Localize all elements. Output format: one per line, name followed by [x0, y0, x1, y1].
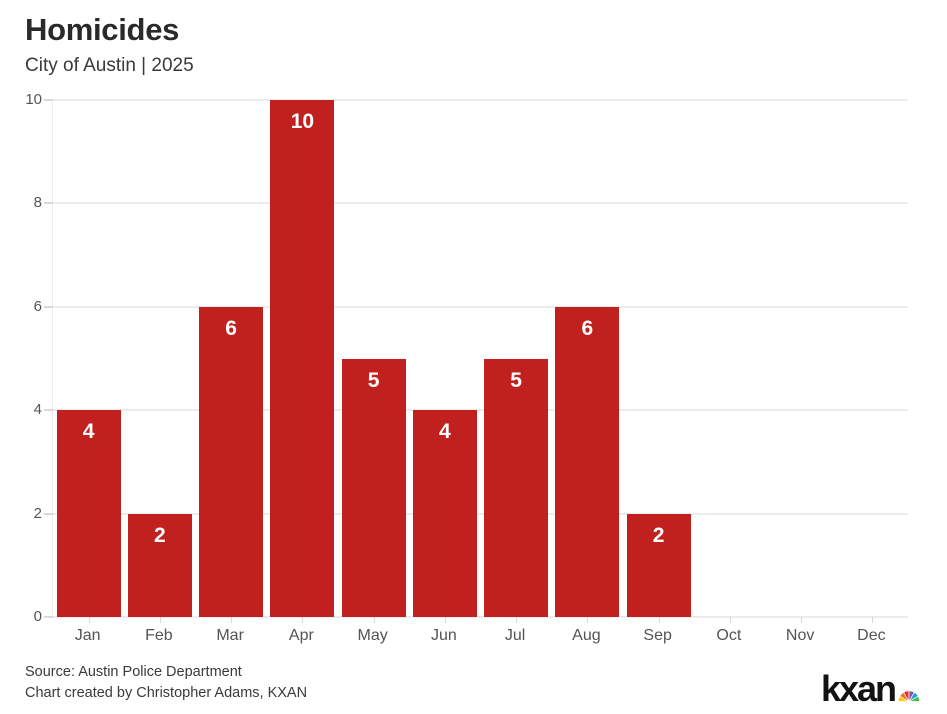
x-tick — [231, 617, 233, 623]
gridline-y-4 — [53, 409, 908, 412]
x-axis-label-mar: Mar — [216, 627, 244, 644]
x-tick — [373, 617, 375, 623]
x-axis-label-jun: Jun — [430, 627, 457, 644]
bar-sep: 2 — [626, 513, 691, 617]
bar-may: 5 — [341, 358, 406, 617]
y-axis-label-2: 2 — [33, 504, 42, 522]
peacock-feather — [907, 695, 921, 702]
x-axis-label-aug: Aug — [572, 627, 601, 644]
bar-aug: 6 — [555, 306, 620, 617]
bar-mar: 6 — [199, 306, 264, 617]
bar-value-label: 5 — [367, 368, 380, 392]
kxan-logo: kxan — [820, 667, 921, 709]
gridline-y-10 — [53, 99, 908, 101]
y-axis-label-10: 10 — [25, 91, 42, 108]
bar-jun: 4 — [412, 410, 477, 617]
gridline-y-6 — [53, 305, 908, 308]
bar-value-label: 2 — [154, 523, 166, 547]
x-axis-label-feb: Feb — [145, 627, 173, 644]
x-tick — [801, 617, 803, 623]
x-tick — [872, 617, 874, 623]
credit-line: Chart created by Christopher Adams, KXAN — [25, 685, 308, 701]
bar-feb: 2 — [127, 513, 192, 617]
x-axis-label-nov: Nov — [785, 627, 815, 644]
bar-value-label: 5 — [510, 368, 522, 392]
chart-footer: Source: Austin Police Department Chart c… — [25, 662, 307, 704]
x-tick — [302, 617, 304, 623]
x-tick — [658, 617, 660, 623]
bar-value-label: 6 — [581, 316, 594, 340]
bar-value-label: 10 — [290, 110, 315, 133]
y-tick — [44, 409, 53, 412]
x-tick — [88, 617, 90, 623]
bar-value-label: 4 — [82, 420, 95, 444]
x-axis-label-oct: Oct — [716, 627, 742, 644]
gridline-y-8 — [53, 202, 908, 205]
gridline-y-0 — [53, 616, 908, 618]
x-axis-label-jan: Jan — [74, 627, 101, 644]
bar-value-label: 6 — [225, 316, 237, 340]
x-axis-label-apr: Apr — [288, 627, 314, 644]
page-title: Homicides — [25, 12, 180, 47]
bar-value-label: 4 — [439, 420, 451, 444]
x-axis-label-jul: Jul — [504, 627, 526, 644]
x-tick — [516, 617, 518, 623]
homicides-bar-chart: 4 2 6 10 5 4 5 6 2 0 2 4 6 8 10 Jan Feb Mar Apr May Jun Jul A… — [25, 91, 908, 644]
x-tick — [729, 617, 731, 623]
bar-jan: 4 — [56, 410, 121, 617]
bar-jul: 5 — [484, 358, 549, 617]
bar-value-label: 2 — [652, 523, 665, 547]
bar-apr: 10 — [270, 100, 335, 617]
nbc-peacock-icon — [897, 690, 921, 702]
plot-area: 4 2 6 10 5 4 5 6 2 — [44, 99, 908, 623]
x-tick — [587, 617, 589, 623]
source-line: Source: Austin Police Department — [25, 664, 242, 680]
x-axis-label-may: May — [357, 627, 388, 644]
x-tick — [444, 617, 446, 623]
kxan-logo-text: kxan — [820, 667, 897, 709]
y-tick — [44, 616, 53, 618]
y-axis-label-0: 0 — [33, 608, 42, 625]
y-axis-label-8: 8 — [33, 194, 42, 212]
y-tick — [44, 512, 53, 515]
y-tick — [44, 202, 53, 205]
y-axis-label-4: 4 — [33, 401, 42, 419]
y-axis-label-6: 6 — [33, 297, 42, 315]
x-tick — [159, 617, 161, 623]
page-subtitle: City of Austin | 2025 — [25, 55, 194, 76]
x-axis-label-sep: Sep — [643, 627, 672, 644]
gridline-y-2 — [53, 512, 908, 515]
y-tick — [44, 99, 53, 101]
x-axis-label-dec: Dec — [857, 627, 886, 644]
y-tick — [44, 305, 53, 308]
